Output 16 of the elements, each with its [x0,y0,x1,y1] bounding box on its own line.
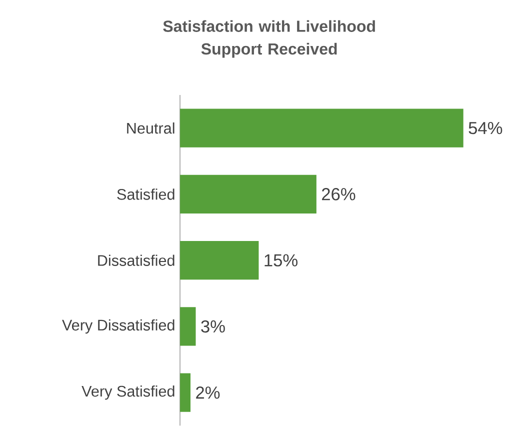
bar [180,174,316,214]
bar [180,307,196,346]
data-label: 54% [468,122,502,134]
bar [180,108,464,148]
bar [180,373,190,412]
data-label: 26% [322,188,356,200]
y-tick-label: Satisfied [117,188,174,200]
data-label: 3% [201,320,225,333]
y-tick-label: Dissatisfied [98,254,174,266]
data-label: 2% [196,386,220,399]
data-label: 15% [264,254,298,266]
y-tick-label: Neutral [127,122,174,134]
bar [180,241,259,280]
chart-title: Satisfaction with Livelihood Support Received [163,20,375,58]
y-tick-label: Very Dissatisfied [62,319,174,334]
y-tick-label: Very Satisfied [82,385,174,400]
